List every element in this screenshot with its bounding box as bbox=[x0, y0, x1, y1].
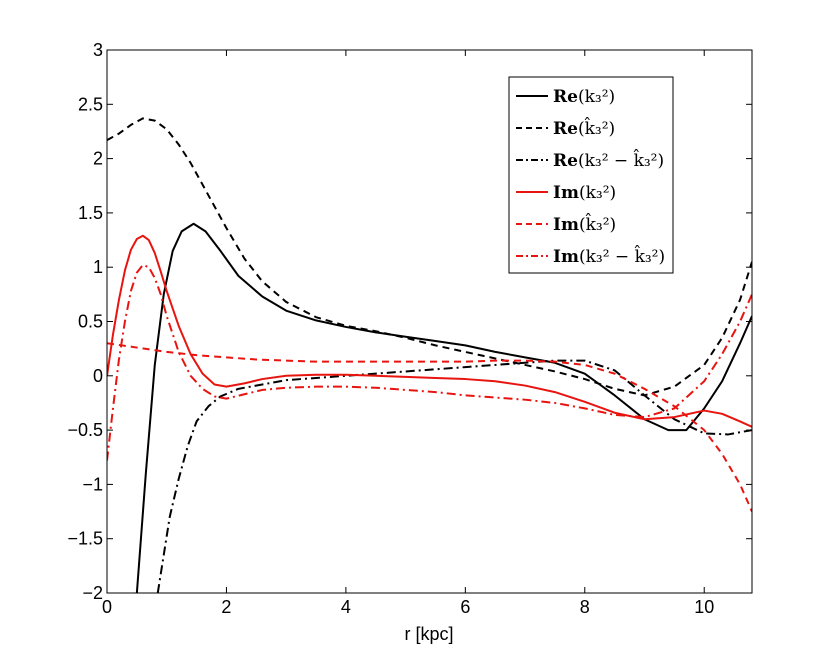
y-tick-label: 1 bbox=[93, 257, 103, 277]
legend-label-4: Im(k₃²) bbox=[553, 183, 616, 203]
y-tick-label: 3 bbox=[93, 40, 103, 60]
y-tick-label: 0 bbox=[93, 366, 103, 386]
y-tick-label: −2 bbox=[82, 583, 103, 603]
series-line-5 bbox=[107, 342, 752, 512]
y-tick-label: 2.5 bbox=[78, 94, 103, 114]
ticks-layer: 0 2 4 6 8 10 −2 −1.5 −1 −0.5 0 0.5 1 1.5 2 2.5 3 bbox=[67, 40, 752, 617]
series-line-4 bbox=[107, 234, 752, 428]
y-tick-label: −0.5 bbox=[67, 420, 103, 440]
y-tick-label: 0.5 bbox=[78, 312, 103, 332]
series-layer bbox=[107, 117, 752, 593]
y-tick-label: 2 bbox=[93, 149, 103, 169]
legend-label-2: Re(k̂₃²) bbox=[553, 117, 615, 139]
legend: Re(k₃²) Re(k̂₃²) Re(k₃² − k̂₃²) Im(k₃²) Im(k… bbox=[508, 76, 674, 274]
legend-label-5: Im(k̂₃²) bbox=[553, 213, 616, 235]
x-tick-label: 10 bbox=[694, 597, 714, 617]
series-line-6 bbox=[107, 264, 752, 461]
series-line-3 bbox=[156, 359, 752, 593]
x-tick-label: 0 bbox=[102, 597, 112, 617]
y-tick-label: −1 bbox=[82, 474, 103, 494]
x-tick-label: 2 bbox=[221, 597, 231, 617]
x-tick-label: 6 bbox=[460, 597, 470, 617]
x-axis-label: r [kpc] bbox=[404, 624, 453, 644]
x-tick-label: 8 bbox=[580, 597, 590, 617]
legend-label-1: Re(k₃²) bbox=[553, 87, 615, 107]
legend-label-6: Im(k₃² − k̂₃²) bbox=[553, 245, 665, 267]
y-tick-label: −1.5 bbox=[67, 529, 103, 549]
legend-label-3: Re(k₃² − k̂₃²) bbox=[553, 149, 664, 171]
legend-items: Re(k₃²) Re(k̂₃²) Re(k₃² − k̂₃²) Im(k₃²) Im(k… bbox=[516, 87, 665, 267]
x-tick-label: 4 bbox=[341, 597, 351, 617]
legend-box bbox=[508, 76, 674, 274]
y-tick-label: 1.5 bbox=[78, 203, 103, 223]
